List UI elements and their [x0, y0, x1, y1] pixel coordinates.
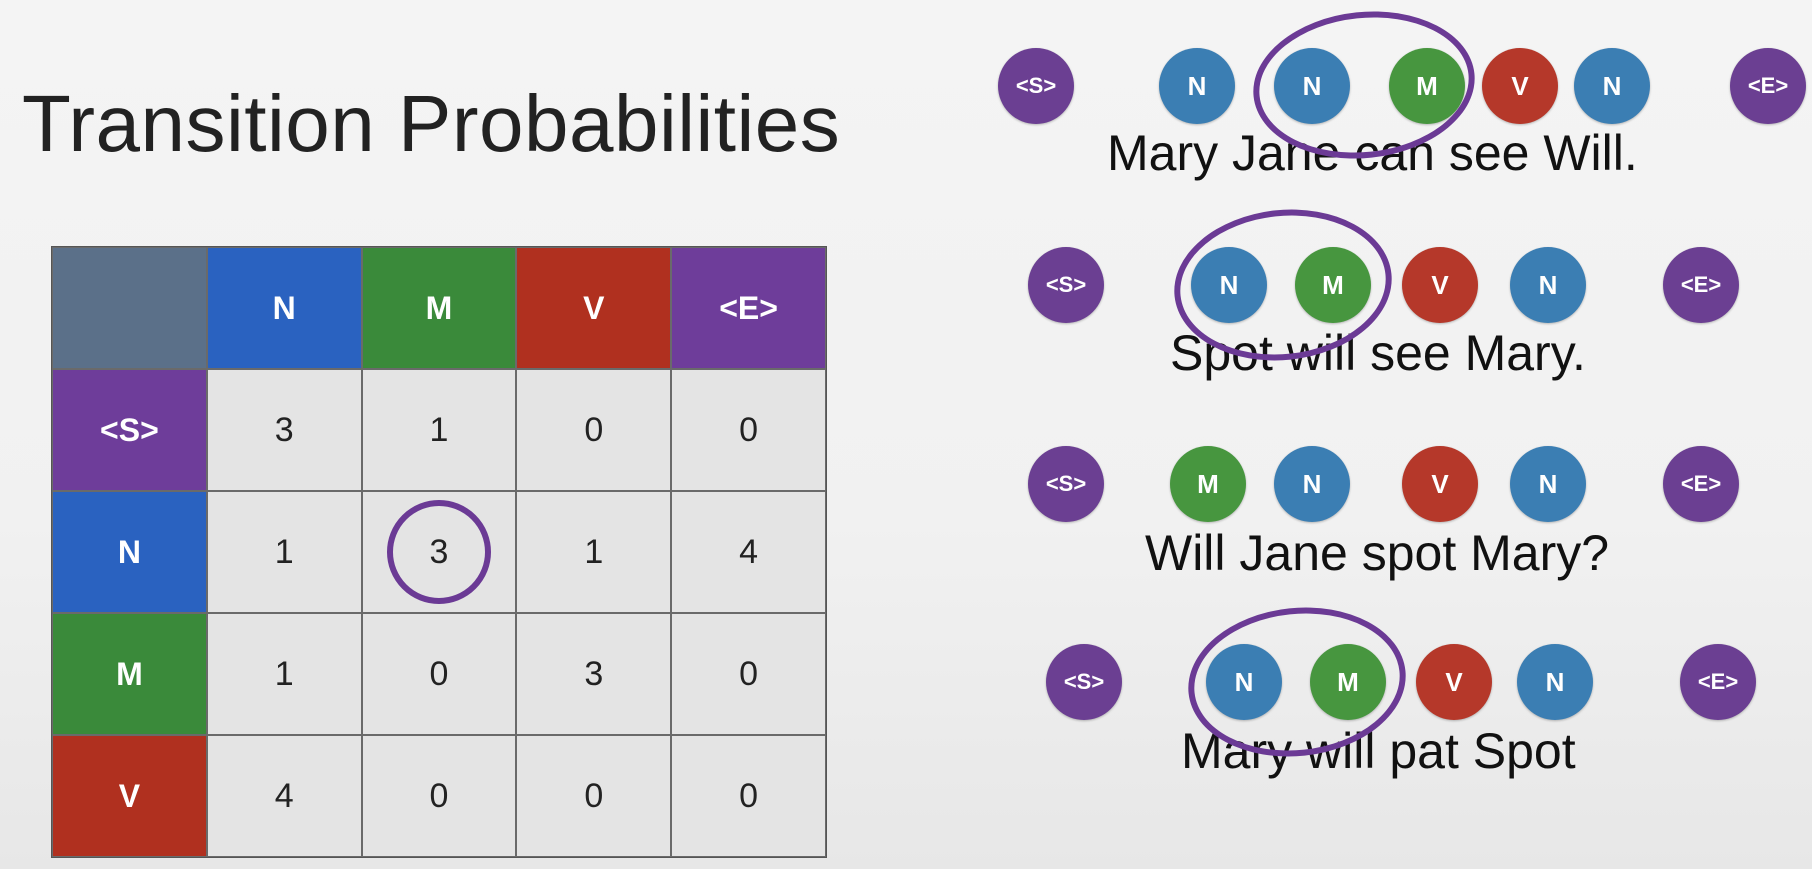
end-node: <E> [1680, 644, 1756, 720]
table-cell: 0 [671, 369, 826, 491]
start-node: <S> [998, 48, 1074, 124]
start-node: <S> [1046, 644, 1122, 720]
tag-node-n: N [1517, 644, 1593, 720]
table-cell: 1 [206, 491, 362, 613]
table-cell: 3 [206, 369, 362, 491]
end-node: <E> [1663, 247, 1739, 323]
tag-node-n: N [1274, 446, 1350, 522]
tag-node-v: V [1416, 644, 1492, 720]
tag-node-n: N [1510, 247, 1586, 323]
tag-node-m: M [1389, 48, 1465, 124]
tag-node-n: N [1159, 48, 1235, 124]
tag-node-v: V [1482, 48, 1558, 124]
sentence-row-1: <S> N N M V N <E> Mary Jane can see Will… [960, 0, 1812, 200]
tag-node-m: M [1295, 247, 1371, 323]
table-cell: 0 [361, 613, 517, 735]
table-cell: 1 [206, 613, 362, 735]
column-header-m: M [361, 247, 517, 369]
row-header-m: M [52, 613, 207, 735]
tag-node-v: V [1402, 446, 1478, 522]
column-header-v: V [516, 247, 672, 369]
tag-node-n: N [1191, 247, 1267, 323]
sentence-row-3: <S> M N V N <E> Will Jane spot Mary? [960, 400, 1812, 600]
tag-node-n: N [1510, 446, 1586, 522]
table-cell: 4 [206, 735, 362, 857]
transition-table: N M V <E> <S> 3 1 0 0 N 1 3 1 4 M 1 0 3 … [51, 246, 827, 858]
tag-node-n: N [1206, 644, 1282, 720]
table-cell-highlighted: 3 [361, 491, 517, 613]
sentence-text: Mary will pat Spot [1181, 723, 1576, 779]
row-header-v: V [52, 735, 207, 857]
table-corner-cell [52, 247, 207, 369]
tag-node-n: N [1274, 48, 1350, 124]
end-node: <E> [1663, 446, 1739, 522]
table-cell: 0 [361, 735, 517, 857]
table-cell: 4 [671, 491, 826, 613]
highlight-circle [386, 500, 491, 604]
row-header-n: N [52, 491, 207, 613]
table-cell: 3 [516, 613, 672, 735]
tag-node-v: V [1402, 247, 1478, 323]
table-cell: 1 [361, 369, 517, 491]
column-header-end: <E> [671, 247, 826, 369]
end-node: <E> [1730, 48, 1806, 124]
slide-title: Transition Probabilities [22, 79, 841, 168]
tag-node-n: N [1574, 48, 1650, 124]
sentence-text: Will Jane spot Mary? [1145, 525, 1610, 581]
table-cell: 0 [516, 369, 672, 491]
table-cell: 1 [516, 491, 672, 613]
tag-node-m: M [1310, 644, 1386, 720]
sentence-text: Spot will see Mary. [1170, 325, 1586, 381]
table-cell: 0 [516, 735, 672, 857]
sentence-row-2: <S> N M V N <E> Spot will see Mary. [960, 199, 1812, 400]
table-cell: 0 [671, 613, 826, 735]
tag-node-m: M [1170, 446, 1246, 522]
table-cell-value: 3 [429, 532, 449, 571]
sentence-text: Mary Jane can see Will. [1107, 125, 1638, 181]
table-cell: 0 [671, 735, 826, 857]
row-header-start: <S> [52, 369, 207, 491]
start-node: <S> [1028, 446, 1104, 522]
sentence-row-4: <S> N M V N <E> Mary will pat Spot [960, 597, 1812, 798]
column-header-n: N [206, 247, 362, 369]
start-node: <S> [1028, 247, 1104, 323]
